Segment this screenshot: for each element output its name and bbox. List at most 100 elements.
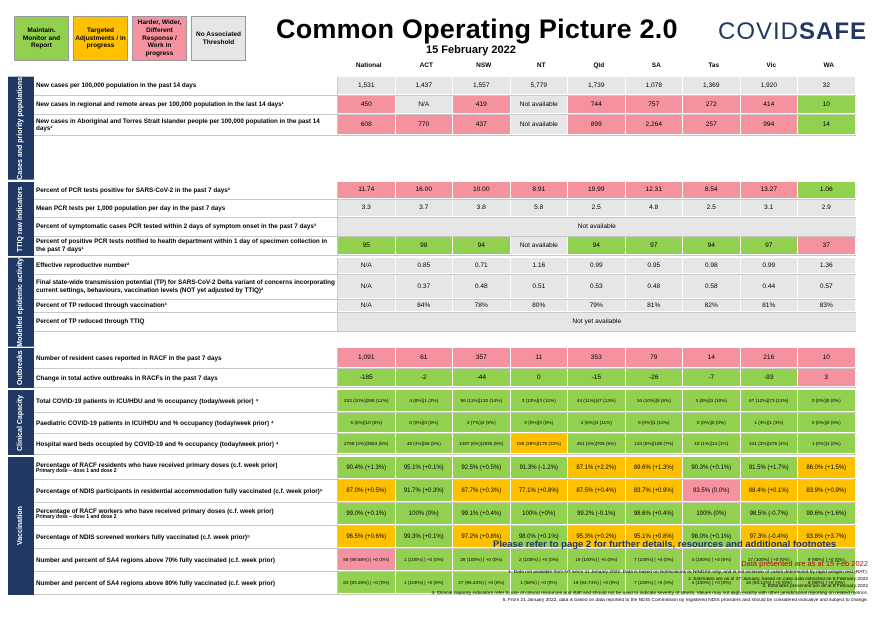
column-header-act: ACT	[419, 62, 433, 69]
cell-nt: Not available	[510, 236, 568, 255]
legend-orange: Targeted Adjustments / in progress	[73, 16, 128, 61]
cell-nt: 1.16	[510, 257, 568, 274]
cell-sa: 1,078	[625, 77, 683, 95]
row-label: Percent of PCR tests positive for SARS-C…	[34, 181, 338, 199]
cell-wa: 86.0% (+1.5%)	[798, 457, 856, 480]
indicator-table: Cases and priority populations New cases …	[8, 77, 856, 597]
row-label-text: New cases in regional and remote areas p…	[36, 101, 284, 109]
cell-wa: 1.36	[798, 257, 856, 274]
cell-tas: 4 (100%) | +0 (0%)	[683, 572, 741, 595]
cell-nt: 11	[510, 348, 568, 369]
cell-nt: 8.91	[510, 181, 568, 199]
cell-national: 83 (93.26%) | +0 (0%)	[338, 572, 396, 595]
cell-act: 16.00	[395, 181, 453, 199]
row-label: Percentage of NDIS screened workers full…	[34, 526, 338, 549]
cell-nsw: 3.8	[453, 199, 511, 217]
cell-tas: 4 (100%) | +0 (0%)	[683, 549, 741, 572]
column-header-sa: SA	[651, 62, 661, 69]
cell-national: N/A	[338, 299, 396, 312]
row-label-text: Paediatric COVID-19 patients in ICU/HDU …	[36, 419, 274, 427]
cell-qld: 94	[568, 236, 626, 255]
cell-wa: 10	[798, 96, 856, 114]
row-label: Paediatric COVID-19 patients in ICU/HDU …	[34, 413, 338, 434]
row-label: Percent of TP reduced through vaccinatio…	[34, 299, 338, 312]
cell-qld: -15	[568, 369, 626, 388]
row-label: Final state-wide transmission potential …	[34, 274, 338, 299]
cell-wa: 1.06	[798, 181, 856, 199]
cell-act: 1,437	[395, 77, 453, 95]
column-header-tas: Tas	[708, 62, 720, 69]
cell-nsw: -44	[453, 369, 511, 388]
cell-nt: Not available	[510, 96, 568, 114]
row-label-text: Percentage of NDIS screened workers full…	[36, 533, 250, 541]
cell-nsw: 87.7% (+0.3%)	[453, 480, 511, 503]
row-label-text: Percent of positive PCR tests notified t…	[36, 238, 328, 253]
cell-national: 95	[338, 236, 396, 255]
cell-sa: 0 (0%)|1 (14%)	[625, 413, 683, 434]
cell-nsw: 1487 (6%)|1936 (8%)	[453, 434, 511, 455]
cell-vic: 414	[740, 96, 798, 114]
cell-vic: 1,920	[740, 77, 798, 95]
presented-date: Data presented are as at 15 Feb 2022	[741, 559, 868, 568]
cell-nt: 100% (+0%)	[510, 503, 568, 526]
cell-act: 0.37	[395, 274, 453, 299]
cell-nt: 98.0% (+0.1%)	[510, 526, 568, 549]
section-label: Clinical Capacity	[8, 390, 34, 456]
cell-act: 84%	[395, 299, 453, 312]
table-row: Number and percent of SA4 regions above …	[34, 549, 856, 573]
cell-nt: 77.1% (+0.8%)	[510, 480, 568, 503]
cell-vic: 88.4% (+0.1%)	[740, 480, 798, 503]
cell-vic: 441 (3%)|575 (4%)	[740, 434, 798, 455]
table-row: Percent of TP reduced through TTIQ Not ye…	[34, 312, 856, 332]
column-header-nt: NT	[536, 62, 546, 69]
table-row: Percentage of RACF residents who have re…	[34, 457, 856, 481]
cell-sa: 97	[625, 236, 683, 255]
table-row: New cases in regional and remote areas p…	[34, 96, 856, 115]
cell-sa: -26	[625, 369, 683, 388]
cell-nt: 156 (28%)|178 (32%)	[510, 434, 568, 455]
cell-qld: 2 (6%)|4 (11%)	[568, 413, 626, 434]
table-row: Percentage of RACF workers who have rece…	[34, 503, 856, 527]
cell-vic: 216	[740, 348, 798, 369]
cell-nsw: 99.1% (+0.4%)	[453, 503, 511, 526]
cell-national: 87.0% (+0.5%)	[338, 480, 396, 503]
row-label: Effective reproductive number²	[34, 257, 338, 274]
cell-act: 0 (0%)|0 (0%)	[395, 413, 453, 434]
cell-wa: 0 (0%)|0 (0%)	[798, 390, 856, 413]
cell-vic: 994	[740, 115, 798, 135]
cell-act: N/A	[395, 96, 453, 114]
legend-grey: No Associated Threshold	[191, 16, 246, 61]
cell-qld: 0.99	[568, 257, 626, 274]
row-label-text: Percent of TP reduced through vaccinatio…	[36, 302, 167, 310]
cell-nsw: 92.5% (+0.5%)	[453, 457, 511, 480]
cell-tas: 83.5% (0.0%)	[683, 480, 741, 503]
cell-national: 96.5% (+0.6%)	[338, 526, 396, 549]
cell-tas: 3 (8%)|3 (10%)	[683, 390, 741, 413]
logo-part2: SAFE	[799, 18, 868, 45]
row-label-text: Number and percent of SA4 regions above …	[36, 556, 275, 564]
cell-wa: 0 (0%)|0 (0%)	[798, 413, 856, 434]
cell-sa: 98.6% (+0.4%)	[625, 503, 683, 526]
row-label: Percentage of RACF workers who have rece…	[34, 503, 338, 526]
row-label-text: Percent of TP reduced through TTIQ	[36, 318, 145, 326]
cell-vic: 81%	[740, 299, 798, 312]
row-label: Number and percent of SA4 regions above …	[34, 572, 338, 595]
cell-sa: 0.95	[625, 257, 683, 274]
row-label: New cases per 100,000 population in the …	[34, 77, 338, 95]
cell-act: 95.1% (+0.1%)	[395, 457, 453, 480]
cell-act: 3.7	[395, 199, 453, 217]
cell-qld: 491 (4%)|705 (6%)	[568, 434, 626, 455]
cell-tas: 100% (0%)	[683, 503, 741, 526]
cell-act: 1 (100%) | +0 (0%)	[395, 549, 453, 572]
cell-national: 6 (5%)|10 (8%)	[338, 413, 396, 434]
cell-national: 1,531	[338, 77, 396, 95]
table-row: New cases in Aboriginal and Torres Strai…	[34, 115, 856, 136]
cell-vic: 3.1	[740, 199, 798, 217]
cell-nt: 80%	[510, 299, 568, 312]
cell-nt: 0	[510, 369, 568, 388]
cell-sa: 83.7% (+0.9%)	[625, 480, 683, 503]
row-label: Percentage of RACF residents who have re…	[34, 457, 338, 480]
cell-wa: 10	[798, 348, 856, 369]
cell-tas: 82%	[683, 299, 741, 312]
cell-nt: 0.51	[510, 274, 568, 299]
